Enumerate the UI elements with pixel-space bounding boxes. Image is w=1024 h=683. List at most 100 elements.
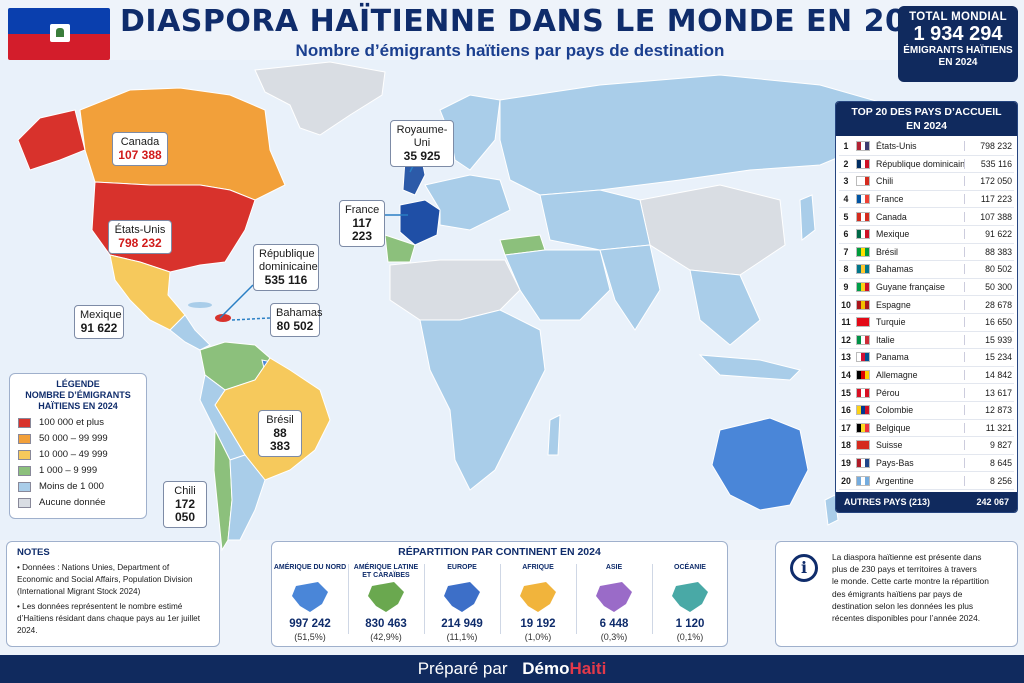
map-legend: LÉGENDE NOMBRE D’ÉMIGRANTS HAÏTIENS EN 2… [9, 373, 147, 519]
continent-item: EUROPE 214 949 (11,1%) [424, 564, 500, 644]
country-name: Chili [876, 176, 894, 187]
callout-name: États-Unis [114, 224, 166, 236]
footer: Préparé par DémoHaiti [0, 655, 1024, 683]
legend-item: 1 000 – 9 999 [18, 465, 138, 476]
divider [652, 564, 653, 634]
legend-swatch [18, 433, 31, 444]
continent-name-1: OCÉANIE [674, 564, 706, 571]
france [399, 199, 441, 246]
callout-name: Royaume-Uni [396, 124, 448, 149]
table-row: 10 Espagne 28 678 [839, 296, 1014, 314]
callout-name: Bahamas [276, 307, 323, 319]
country-value: 80 502 [964, 264, 1014, 275]
continent-shape-icon [368, 582, 404, 612]
country-flag-icon [856, 264, 870, 275]
continent-name: AFRIQUE [500, 564, 576, 582]
legend-title-3: HAÏTIENS EN 2024 [38, 401, 118, 411]
info-line: plus de 230 pays et territoires à traver… [832, 564, 977, 575]
notes-line: (International Migrant Stock 2024) [17, 587, 141, 596]
country-value: 8 645 [964, 457, 1014, 468]
country-name: Pays-Bas [876, 457, 914, 468]
divider [424, 564, 425, 634]
country-name: Belgique [876, 422, 911, 433]
country-flag-icon [856, 176, 870, 187]
callout-france: France 117 223 [339, 200, 385, 247]
haiti-flag-icon [8, 8, 110, 60]
continent-item: AMÉRIQUE LATINE ET CARAÏBES 830 463 (42,9%) [348, 564, 424, 644]
country-flag-icon [856, 282, 870, 293]
callout-name: Mexique [80, 309, 122, 321]
table-row: 20 Argentine 8 256 [839, 472, 1014, 490]
country-flag-icon [856, 334, 870, 345]
country-value: 8 256 [964, 475, 1014, 486]
continent-percent: (11,1%) [446, 632, 478, 642]
notes-line: • Données : Nations Unies, Department of [17, 563, 170, 572]
table-row: 9 Guyane française 50 300 [839, 279, 1014, 297]
page-title: DIASPORA HAÏTIENNE DANS LE MONDE EN 2024 [120, 4, 950, 39]
rank: 4 [843, 194, 849, 205]
info-line: destination selon les données les plus [832, 600, 974, 611]
table-row: 17 Belgique 11 321 [839, 420, 1014, 438]
rank: 11 [841, 317, 851, 328]
legend-swatch [18, 449, 31, 460]
central-asia [539, 189, 651, 251]
country-value: 91 622 [964, 229, 1014, 240]
country-value: 107 388 [964, 211, 1014, 222]
country-name: Bahamas [876, 264, 914, 275]
continent-item: ASIE 6 448 (0,3%) [576, 564, 652, 644]
rank: 18 [841, 440, 851, 451]
callout-value: 35 925 [403, 149, 441, 163]
country-flag-icon [856, 370, 870, 381]
rank: 7 [843, 246, 849, 257]
rank: 16 [841, 405, 851, 416]
continent-value: 997 242 [289, 618, 331, 630]
rank: 19 [841, 457, 851, 468]
country-flag-icon [856, 422, 870, 433]
continent-value: 1 120 [675, 618, 705, 630]
country-flag-icon [856, 440, 870, 451]
callout-value: 88 383 [269, 426, 291, 453]
footer-brand-2: Haiti [569, 659, 607, 678]
central-america [169, 314, 211, 351]
continent-shape-icon [672, 582, 708, 612]
country-value: 50 300 [964, 282, 1014, 293]
central-europe [424, 174, 511, 231]
continent-value: 214 949 [441, 618, 483, 630]
continent-value: 19 192 [520, 618, 556, 630]
table-row: 4 France 117 223 [839, 191, 1014, 209]
country-value: 13 617 [964, 387, 1014, 398]
table-row: 5 Canada 107 388 [839, 208, 1014, 226]
legend-label: 50 000 – 99 999 [39, 433, 108, 444]
country-name: Guyane française [876, 282, 945, 293]
table-row: 2 République dominicaine 535 116 [839, 156, 1014, 174]
country-value: 14 842 [964, 370, 1014, 381]
country-value: 16 650 [964, 317, 1014, 328]
page-subtitle: Nombre d’émigrants haïtiens par pays de … [295, 41, 725, 60]
rank: 13 [841, 352, 851, 363]
continent-name: AMÉRIQUE DU NORD [272, 564, 348, 582]
country-flag-icon [856, 229, 870, 240]
callout-name: France [345, 204, 380, 216]
india [599, 244, 661, 331]
country-flag-icon [856, 211, 870, 222]
continent-name-1: AFRIQUE [522, 564, 554, 571]
country-value: 28 678 [964, 299, 1014, 310]
continent-name: ASIE [576, 564, 652, 582]
legend-title-2: NOMBRE D’ÉMIGRANTS [25, 390, 131, 400]
continent-percent: (51,5%) [294, 632, 326, 642]
country-name: Mexique [876, 229, 910, 240]
continent-shape-icon [444, 582, 480, 612]
table-row: 1 États-Unis 798 232 [839, 138, 1014, 156]
divider [348, 564, 349, 634]
callout-value: 91 622 [80, 321, 118, 335]
callout-value: 172 050 [174, 497, 196, 524]
continent-shape-icon [596, 582, 632, 612]
legend-swatch [18, 417, 31, 428]
se-asia [689, 269, 761, 346]
legend-swatch [18, 497, 31, 508]
callout-chili: Chili 172 050 [163, 481, 207, 528]
continent-item: AMÉRIQUE DU NORD 997 242 (51,5%) [272, 564, 348, 644]
country-name: Canada [876, 211, 907, 222]
total-box: TOTAL MONDIAL 1 934 294 ÉMIGRANTS HAÏTIE… [898, 6, 1018, 82]
country-flag-icon [856, 475, 870, 486]
